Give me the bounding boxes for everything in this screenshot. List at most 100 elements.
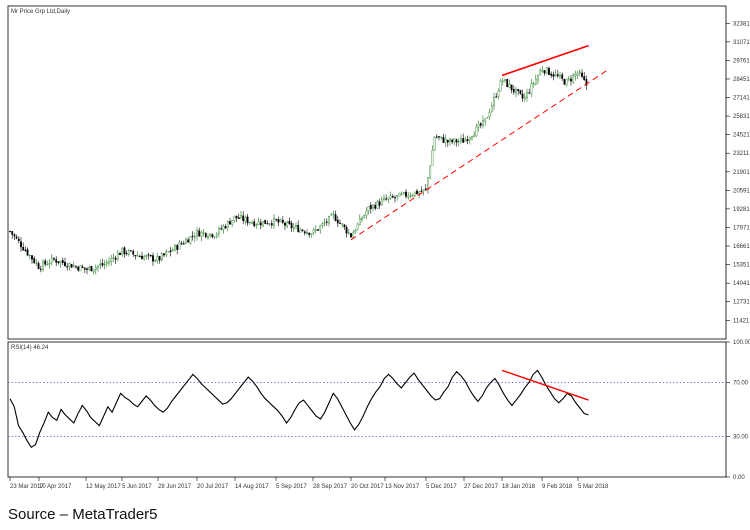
candle-body xyxy=(484,118,487,122)
candle-body xyxy=(517,89,520,92)
candle-body xyxy=(583,76,586,80)
candle-body xyxy=(365,210,368,216)
candle-body xyxy=(171,249,174,252)
candle-body xyxy=(482,120,484,126)
candle-body xyxy=(165,251,168,255)
candle-body xyxy=(495,96,498,98)
candle-body xyxy=(332,213,335,216)
candle-body xyxy=(429,165,432,179)
candle-body xyxy=(136,255,139,257)
candle-body xyxy=(385,198,388,200)
candle-body xyxy=(185,239,187,244)
candle-body xyxy=(475,126,478,137)
candle-body xyxy=(292,226,295,229)
candle-body xyxy=(556,74,559,77)
candle-body xyxy=(383,197,385,200)
candle-body xyxy=(108,261,110,264)
candle-body xyxy=(367,206,370,211)
candle-body xyxy=(193,236,196,238)
candle-body xyxy=(497,90,500,97)
candle-body xyxy=(110,258,113,263)
rsi-title: RSI(14) 46.24 xyxy=(11,345,49,351)
candle-body xyxy=(167,251,170,253)
candle-body xyxy=(189,236,192,244)
candle-body xyxy=(35,262,38,264)
candle-body xyxy=(578,71,581,73)
candle-body xyxy=(572,75,575,83)
candle-body xyxy=(303,231,306,234)
candle-body xyxy=(455,139,458,143)
candle-body xyxy=(134,255,137,257)
candle-body xyxy=(86,268,88,270)
candle-body xyxy=(462,138,465,143)
candle-body xyxy=(398,192,401,197)
x-tick-label: 23 Mar 2017 xyxy=(10,484,44,490)
candle-body xyxy=(361,218,363,220)
candle-body xyxy=(468,137,471,141)
candle-body xyxy=(442,137,445,143)
candle-body xyxy=(512,89,515,93)
candle-body xyxy=(521,93,524,99)
candle-body xyxy=(50,257,53,263)
candle-body xyxy=(220,228,223,230)
candle-body xyxy=(24,249,27,251)
candle-body xyxy=(433,136,436,151)
x-tick-label: 12 May 2017 xyxy=(86,484,121,490)
rsi-y-tick-label: 30.00 xyxy=(733,435,749,441)
candle-body xyxy=(191,235,194,237)
candle-body xyxy=(92,269,95,272)
candle-body xyxy=(196,230,198,237)
candle-body xyxy=(350,233,352,238)
candle-body xyxy=(416,190,418,195)
candle-body xyxy=(169,250,172,253)
candle-body xyxy=(374,205,377,209)
candle-body xyxy=(295,225,297,227)
candle-body xyxy=(160,253,163,261)
price-y-tick-label: 27141 xyxy=(733,96,750,102)
resistance-trendline xyxy=(501,44,589,77)
candle-body xyxy=(528,92,531,94)
price-y-tick-label: 23211 xyxy=(733,151,750,157)
candle-body xyxy=(336,219,339,224)
candle-body xyxy=(39,268,42,270)
price-y-tick-label: 19281 xyxy=(733,207,750,213)
price-y-tick-label: 11421 xyxy=(733,318,750,324)
candle-body xyxy=(277,219,280,223)
candle-body xyxy=(180,243,183,245)
candle-body xyxy=(387,197,390,200)
x-tick-label: 5 Jun 2017 xyxy=(122,484,152,490)
candle-body xyxy=(57,261,60,263)
candle-body xyxy=(466,139,469,142)
candle-body xyxy=(204,232,207,238)
candle-body xyxy=(79,265,82,272)
candle-body xyxy=(116,253,119,261)
candle-body xyxy=(550,73,553,76)
candle-body xyxy=(541,69,544,72)
candle-body xyxy=(325,221,328,223)
candle-body xyxy=(158,256,161,261)
candle-body xyxy=(418,191,421,194)
candle-body xyxy=(341,223,344,225)
candle-body xyxy=(53,258,55,260)
candle-body xyxy=(537,75,539,81)
candle-body xyxy=(246,216,249,224)
candle-body xyxy=(105,262,108,264)
price-y-axis: 11421 12731 14041 15351 16661 17971 19281 20591… xyxy=(726,21,750,324)
candle-body xyxy=(319,225,322,231)
candle-body xyxy=(391,196,394,198)
candle-body xyxy=(343,224,346,227)
candle-body xyxy=(310,233,313,235)
candle-body xyxy=(273,218,275,226)
candle-body xyxy=(451,139,454,143)
candle-body xyxy=(13,234,16,237)
candle-body xyxy=(268,223,271,225)
candle-body xyxy=(244,217,247,222)
candles xyxy=(9,65,588,275)
candle-body xyxy=(317,229,319,231)
candle-body xyxy=(99,264,102,267)
candle-body xyxy=(523,96,526,100)
candle-body xyxy=(438,136,440,138)
candle-body xyxy=(235,215,238,219)
candle-body xyxy=(218,227,220,234)
